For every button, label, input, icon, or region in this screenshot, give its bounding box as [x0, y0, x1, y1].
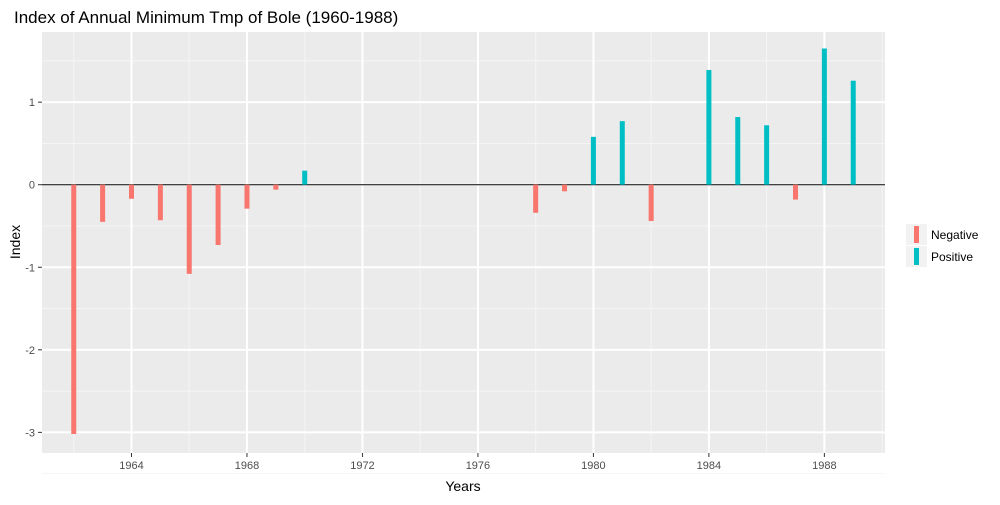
bar-negative-1979: [562, 184, 568, 192]
bar-negative-1963: [100, 184, 106, 222]
bar-positive-1986: [764, 125, 770, 185]
legend-swatch-negative: [914, 226, 919, 243]
bars: [71, 48, 856, 435]
x-tick-label: 1984: [697, 460, 721, 472]
y-axis-title: Index: [7, 225, 23, 259]
x-tick-label: 1968: [235, 460, 259, 472]
y-tick-label: 1: [29, 97, 35, 109]
bar-negative-1968: [244, 184, 250, 209]
bar-positive-1980: [590, 136, 596, 185]
plot-panel: [42, 32, 885, 453]
y-tick-label: -2: [25, 345, 35, 357]
bar-negative-1965: [157, 184, 163, 221]
bar-positive-1985: [735, 117, 741, 185]
legend: Negative Positive: [906, 224, 979, 267]
y-axis-ticks: -3 -2 -1 0 1: [25, 97, 42, 439]
legend-label-negative: Negative: [931, 228, 979, 242]
x-tick-label: 1972: [350, 460, 374, 472]
x-tick-label: 1976: [466, 460, 490, 472]
bar-negative-1964: [128, 184, 134, 199]
bar-negative-1978: [533, 184, 539, 213]
x-tick-label: 1980: [581, 460, 605, 472]
bar-positive-1981: [619, 121, 625, 185]
bar-positive-1970: [302, 170, 308, 185]
bar-negative-1962: [71, 184, 77, 435]
bar-negative-1987: [793, 184, 799, 200]
y-tick-label: -1: [25, 262, 35, 274]
bar-negative-1969: [273, 184, 279, 190]
x-axis-ticks: 1964 1968 1972 1976 1980 1984 1988: [119, 453, 837, 472]
y-tick-label: 0: [29, 180, 35, 192]
bar-negative-1966: [186, 184, 192, 274]
x-tick-label: 1964: [119, 460, 143, 472]
bar-negative-1967: [215, 184, 221, 245]
x-tick-label: 1988: [812, 460, 836, 472]
legend-swatch-positive: [914, 248, 919, 265]
x-axis-title: Years: [445, 478, 480, 494]
legend-label-positive: Positive: [931, 250, 973, 264]
y-tick-label: -3: [25, 427, 35, 439]
bar-positive-1988: [821, 48, 827, 185]
bar-positive-1984: [706, 69, 712, 185]
bar-negative-1982: [648, 184, 654, 222]
bar-positive-1989: [850, 80, 856, 185]
chart-title: Index of Annual Minimum Tmp of Bole (196…: [14, 8, 398, 27]
